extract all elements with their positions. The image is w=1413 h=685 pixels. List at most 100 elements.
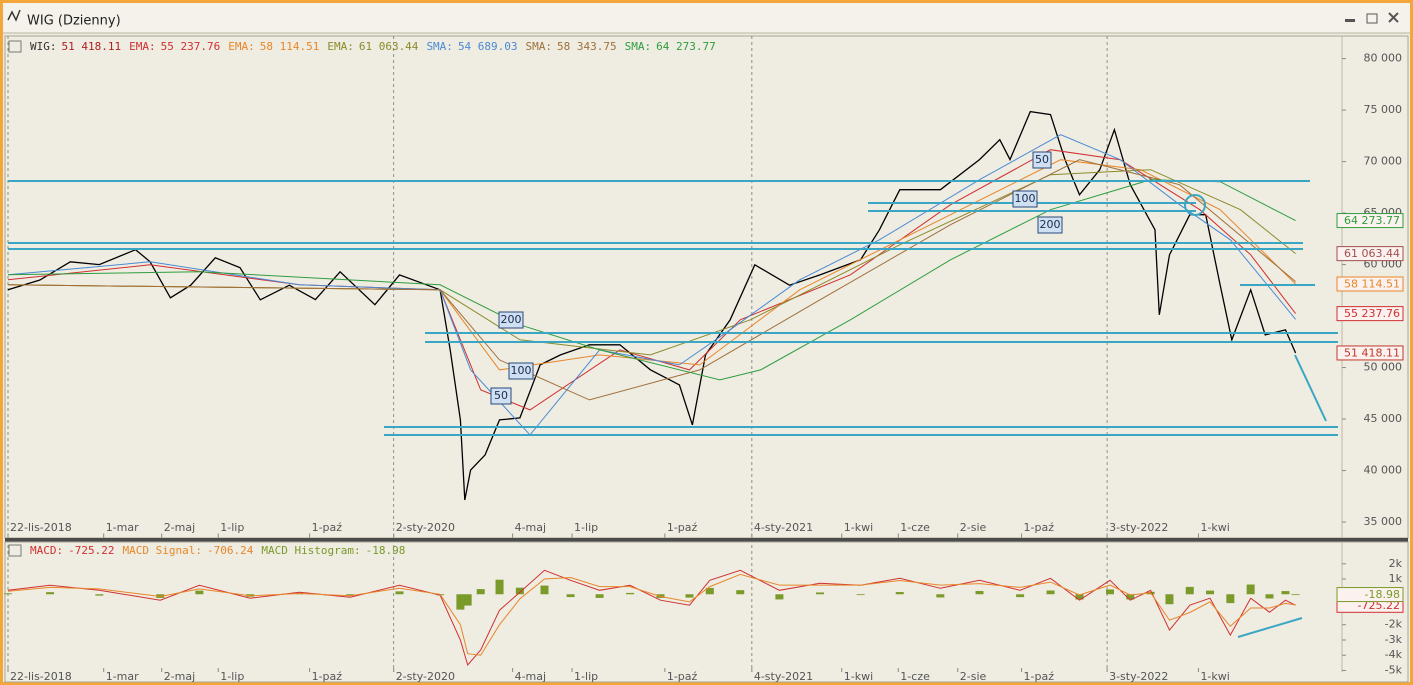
legend-name: EMA: (129, 40, 156, 53)
legend-value: 54 689.03 (458, 40, 518, 53)
series-line (7, 179, 1296, 381)
y-tick-label: 50 000 (1364, 361, 1403, 374)
histogram-bar (685, 594, 694, 598)
annotation-box (1037, 216, 1063, 234)
highlight-circle (1184, 194, 1206, 216)
x-tick-label: 1-lip (574, 670, 598, 683)
value-box-label: 64 273.77 (1344, 214, 1400, 227)
x-tick-label: 1-paź (312, 521, 343, 534)
value-box-label: -18.98 (1365, 588, 1400, 601)
value-box (1336, 345, 1404, 361)
x-tick-label: 1-mar (106, 670, 139, 683)
legend-name: EMA: (327, 40, 354, 53)
histogram-bar (46, 592, 55, 595)
histogram-bar (705, 587, 714, 595)
x-tick-label: 1-lip (574, 521, 598, 534)
x-tick-label: 2-sty-2020 (396, 521, 455, 534)
window-title: WIG (Dzienny) (27, 14, 121, 29)
panel-icon (8, 40, 22, 53)
histogram-bar (1265, 594, 1274, 599)
legend-value: -18.98 (366, 544, 406, 557)
histogram-bar (775, 594, 784, 600)
legend-value: 58 343.75 (557, 40, 617, 53)
x-tick-label: 4-sty-2021 (754, 670, 813, 683)
x-tick-label: 1-paź (667, 521, 698, 534)
histogram-bar (195, 590, 204, 595)
value-box-label: 55 237.76 (1344, 307, 1400, 320)
histogram-bar (1106, 589, 1114, 595)
series-line (7, 110, 1297, 501)
trend-line (1294, 354, 1327, 422)
series-line (7, 159, 1296, 371)
histogram-bar (1075, 594, 1084, 600)
annotation: 200 (498, 311, 524, 329)
histogram-bar (463, 594, 472, 606)
x-tick-label: 1-lip (220, 670, 244, 683)
annotation-label: 50 (494, 389, 508, 402)
value-box (1336, 587, 1404, 603)
x-tick-label: 4-maj (515, 521, 546, 534)
histogram-bar (936, 594, 945, 598)
legend-value: 64 273.77 (656, 40, 716, 53)
y-tick-label: 2k (1389, 557, 1403, 570)
x-tick-label: 2-sie (960, 521, 987, 534)
annotation: 100 (508, 362, 534, 380)
x-tick-label: 1-paź (312, 670, 343, 683)
histogram-bar (1246, 584, 1255, 595)
y-tick-label: 75 000 (1364, 103, 1403, 116)
window-icon (7, 9, 21, 22)
x-tick-label: 1-mar (106, 521, 139, 534)
legend: MACD: -725.22 MACD Signal: -706.24 MACD Hist… (30, 544, 405, 557)
x-tick-label: 1-paź (1024, 670, 1055, 683)
x-tick-label: 22-lis-2018 (10, 521, 72, 534)
histogram-bar (1226, 594, 1235, 604)
x-tick-label: 1-kwi (844, 670, 873, 683)
restore-button[interactable] (1366, 13, 1378, 24)
x-tick-label: 1-paź (1024, 521, 1055, 534)
histogram-bar (540, 585, 549, 595)
x-tick-label: 1-kwi (1200, 670, 1229, 683)
y-tick-label: 70 000 (1364, 155, 1403, 168)
window-controls[interactable] (1345, 12, 1399, 24)
value-box-label: 51 418.11 (1344, 346, 1400, 359)
x-tick-label: 1-lip (220, 521, 244, 534)
drawings (8, 180, 1338, 638)
legend-name: MACD Histogram: (261, 544, 360, 557)
histogram-bar (1046, 590, 1055, 595)
series-line (7, 573, 1296, 656)
histogram-bar (736, 590, 745, 595)
histogram-bar (456, 594, 465, 610)
x-tick-label: 1-kwi (844, 521, 873, 534)
y-tick-label: 45 000 (1364, 412, 1403, 425)
histogram-bar (1291, 594, 1300, 596)
annotation-box (490, 387, 512, 405)
x-tick-label: 3-sty-2022 (1109, 521, 1168, 534)
x-tick-label: 1-cze (900, 521, 930, 534)
annotation-label: 200 (1040, 218, 1061, 231)
legend-value: 58 114.51 (260, 40, 320, 53)
minimize-button[interactable] (1345, 19, 1355, 22)
value-box-label: -725.22 (1358, 599, 1400, 612)
series-line (7, 169, 1296, 356)
x-tick-label: 4-maj (515, 670, 546, 683)
legend-name: SMA: (625, 40, 652, 53)
series-line (7, 569, 1296, 667)
y-tick-label: 40 000 (1364, 464, 1403, 477)
close-button[interactable] (1388, 12, 1399, 23)
y-tick-label: -5k (1385, 663, 1403, 676)
histogram-bar (395, 591, 404, 595)
panel-separator (5, 538, 1408, 542)
histogram-bar (1126, 594, 1135, 600)
annotation: 200 (1037, 216, 1063, 234)
histogram-bar (95, 594, 104, 596)
x-tick-label: 2-maj (164, 670, 195, 683)
x-tick-label: 22-lis-2018 (10, 670, 72, 683)
annotation-label: 100 (1015, 192, 1036, 205)
y-tick-label: -4k (1385, 648, 1403, 661)
x-tick-label: 2-sie (960, 670, 987, 683)
x-tick-label: 4-sty-2021 (754, 521, 813, 534)
legend-value: 61 063.44 (359, 40, 419, 53)
legend-name: SMA: (426, 40, 453, 53)
